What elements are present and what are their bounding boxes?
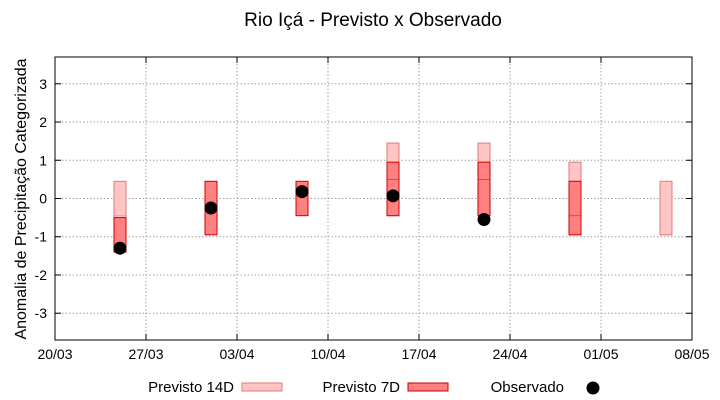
observado-series [113,185,491,255]
y-axis-label: Anomalia de Precipitação Categorizada [13,58,30,339]
x-tick-label: 01/05 [583,346,618,362]
x-tick-label: 24/04 [492,346,527,362]
legend: Previsto 14D Previsto 7D Observado [148,379,600,396]
x-tick-label: 03/04 [219,346,254,362]
observed-point [386,189,400,203]
x-tick-label: 27/03 [128,346,163,362]
observed-point [295,185,309,199]
forecast-range-bar [568,180,582,236]
observed-point [204,201,218,215]
forecast-range-bar [386,161,400,217]
legend-swatch [241,382,283,392]
y-tick-label: 3 [39,76,47,92]
legend-marker [586,381,600,395]
forecast-range-bar [477,161,491,217]
x-tick-label: 08/05 [674,346,709,362]
x-tick-label: 20/03 [37,346,72,362]
x-tick-label: 17/04 [401,346,436,362]
legend-label: Previsto 14D [148,379,234,396]
observed-point [113,241,127,255]
x-tick-label: 10/04 [310,346,345,362]
axis-ticks: -3 -2 -1 0 1 2 3 20/03 27/03 03/04 10/04 17/04 24/04… [35,57,710,362]
y-tick-label: -3 [35,305,48,321]
y-tick-label: -2 [35,267,48,283]
grid-lines [54,57,693,340]
y-tick-label: 0 [39,191,47,207]
legend-swatch [407,382,449,392]
y-tick-label: 1 [39,152,47,168]
forecast-range-bar [659,180,673,236]
y-tick-label: -1 [35,229,48,245]
previsto-7d-series [113,161,582,253]
legend-label: Previsto 7D [322,379,400,396]
chart-title: Rio Içá - Previsto x Observado [244,10,502,31]
plot-frame [54,56,693,341]
observed-point [477,213,491,227]
legend-label: Observado [491,379,564,396]
y-tick-label: 2 [39,114,47,130]
